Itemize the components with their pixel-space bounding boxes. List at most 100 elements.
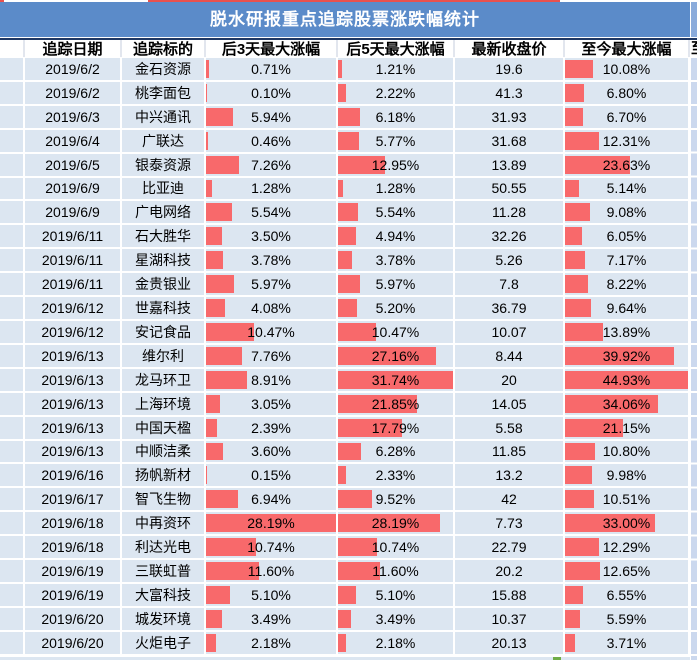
- stock-name-cell[interactable]: 星湖科技: [122, 249, 206, 272]
- stock-name-cell[interactable]: 金贵银业: [122, 273, 206, 296]
- close-price-cell[interactable]: 5.58: [455, 416, 565, 439]
- header-row-head[interactable]: [0, 40, 25, 57]
- gain-3day-cell[interactable]: 0.15%: [206, 464, 338, 487]
- close-price-cell[interactable]: 36.79: [455, 297, 565, 319]
- close-price-cell[interactable]: 11.85: [455, 440, 565, 463]
- gain-total-cell[interactable]: 6.70%: [565, 105, 690, 128]
- stock-name-cell[interactable]: 智飞生物: [122, 488, 206, 511]
- row-head-cell[interactable]: [0, 344, 25, 367]
- gain-total-cell[interactable]: 9.98%: [565, 464, 690, 487]
- stock-name-cell[interactable]: 中顺洁柔: [122, 440, 206, 463]
- close-price-cell[interactable]: 13.89: [455, 153, 565, 176]
- row-head-cell[interactable]: [0, 392, 25, 415]
- header-close[interactable]: 最新收盘价: [455, 40, 565, 57]
- gain-total-cell[interactable]: 21.15%: [565, 416, 690, 439]
- row-head-cell[interactable]: [0, 81, 25, 104]
- date-cell[interactable]: 2019/6/2: [25, 81, 122, 104]
- gain-5day-cell[interactable]: 6.18%: [338, 105, 455, 128]
- gain-5day-cell[interactable]: 3.49%: [338, 607, 455, 630]
- date-cell[interactable]: 2019/6/13: [25, 344, 122, 367]
- gain-3day-cell[interactable]: 5.97%: [206, 273, 338, 296]
- gain-3day-cell[interactable]: 5.10%: [206, 583, 338, 606]
- row-head-cell[interactable]: [0, 320, 25, 343]
- stock-name-cell[interactable]: 三联虹普: [122, 560, 206, 582]
- close-price-cell[interactable]: 11.28: [455, 201, 565, 224]
- gain-3day-cell[interactable]: 5.94%: [206, 105, 338, 128]
- row-head-cell[interactable]: [0, 225, 25, 248]
- stock-name-cell[interactable]: 城发环境: [122, 607, 206, 630]
- stock-name-cell[interactable]: 银泰资源: [122, 153, 206, 176]
- gain-3day-cell[interactable]: 5.54%: [206, 201, 338, 224]
- row-head-cell[interactable]: [0, 631, 25, 654]
- row-head-cell[interactable]: [0, 607, 25, 630]
- header-date[interactable]: 追踪日期: [25, 40, 122, 57]
- close-price-cell[interactable]: 20.2: [455, 560, 565, 582]
- gain-total-cell[interactable]: 9.64%: [565, 297, 690, 319]
- stock-name-cell[interactable]: 安记食品: [122, 320, 206, 343]
- header-gain-5day[interactable]: 后5天最大涨幅: [338, 40, 455, 57]
- stock-name-cell[interactable]: 中兴通讯: [122, 105, 206, 128]
- date-cell[interactable]: 2019/6/9: [25, 177, 122, 200]
- close-price-cell[interactable]: 10.37: [455, 607, 565, 630]
- row-head-cell[interactable]: [0, 560, 25, 582]
- date-cell[interactable]: 2019/6/18: [25, 536, 122, 559]
- date-cell[interactable]: 2019/6/13: [25, 440, 122, 463]
- gain-total-cell[interactable]: 9.08%: [565, 201, 690, 224]
- date-cell[interactable]: 2019/6/19: [25, 583, 122, 606]
- row-head-cell[interactable]: [0, 488, 25, 511]
- gain-5day-cell[interactable]: 17.79%: [338, 416, 455, 439]
- close-price-cell[interactable]: 5.26: [455, 249, 565, 272]
- gain-3day-cell[interactable]: 0.46%: [206, 129, 338, 152]
- gain-3day-cell[interactable]: 0.10%: [206, 81, 338, 104]
- stock-name-cell[interactable]: 比亚迪: [122, 177, 206, 200]
- gain-3day-cell[interactable]: 3.49%: [206, 607, 338, 630]
- gain-total-cell[interactable]: 10.08%: [565, 58, 690, 80]
- gain-3day-cell[interactable]: 3.05%: [206, 392, 338, 415]
- row-head-cell[interactable]: [0, 297, 25, 319]
- row-head-cell[interactable]: [0, 153, 25, 176]
- row-head-cell[interactable]: [0, 536, 25, 559]
- gain-5day-cell[interactable]: 1.21%: [338, 58, 455, 80]
- close-price-cell[interactable]: 50.55: [455, 177, 565, 200]
- gain-total-cell[interactable]: 3.71%: [565, 631, 690, 654]
- gain-total-cell[interactable]: 5.59%: [565, 607, 690, 630]
- gain-5day-cell[interactable]: 10.74%: [338, 536, 455, 559]
- close-price-cell[interactable]: 7.8: [455, 273, 565, 296]
- row-head-cell[interactable]: [0, 416, 25, 439]
- gain-5day-cell[interactable]: 27.16%: [338, 344, 455, 367]
- gain-3day-cell[interactable]: 11.60%: [206, 560, 338, 582]
- gain-3day-cell[interactable]: 1.28%: [206, 177, 338, 200]
- row-head-cell[interactable]: [0, 512, 25, 535]
- row-head-cell[interactable]: [0, 368, 25, 391]
- stock-name-cell[interactable]: 扬帆新材: [122, 464, 206, 487]
- close-price-cell[interactable]: 7.73: [455, 512, 565, 535]
- row-head-cell[interactable]: [0, 201, 25, 224]
- stock-name-cell[interactable]: 维尔利: [122, 344, 206, 367]
- date-cell[interactable]: 2019/6/4: [25, 129, 122, 152]
- date-cell[interactable]: 2019/6/12: [25, 297, 122, 319]
- gain-5day-cell[interactable]: 5.77%: [338, 129, 455, 152]
- gain-3day-cell[interactable]: 4.08%: [206, 297, 338, 319]
- date-cell[interactable]: 2019/6/11: [25, 249, 122, 272]
- date-cell[interactable]: 2019/6/3: [25, 105, 122, 128]
- gain-3day-cell[interactable]: 2.18%: [206, 631, 338, 654]
- stock-name-cell[interactable]: 利达光电: [122, 536, 206, 559]
- stock-name-cell[interactable]: 上海环境: [122, 392, 206, 415]
- stock-name-cell[interactable]: 金石资源: [122, 58, 206, 80]
- gain-3day-cell[interactable]: 3.60%: [206, 440, 338, 463]
- gain-total-cell[interactable]: 12.31%: [565, 129, 690, 152]
- gain-5day-cell[interactable]: 28.19%: [338, 512, 455, 535]
- stock-name-cell[interactable]: 广联达: [122, 129, 206, 152]
- gain-total-cell[interactable]: 8.22%: [565, 273, 690, 296]
- date-cell[interactable]: 2019/6/16: [25, 464, 122, 487]
- gain-5day-cell[interactable]: 31.74%: [338, 368, 455, 391]
- header-stock[interactable]: 追踪标的: [122, 40, 206, 57]
- close-price-cell[interactable]: 31.68: [455, 129, 565, 152]
- stock-name-cell[interactable]: 世嘉科技: [122, 297, 206, 319]
- stock-name-cell[interactable]: 中国天楹: [122, 416, 206, 439]
- gain-3day-cell[interactable]: 8.91%: [206, 368, 338, 391]
- gain-5day-cell[interactable]: 4.94%: [338, 225, 455, 248]
- row-head-cell[interactable]: [0, 583, 25, 606]
- date-cell[interactable]: 2019/6/11: [25, 273, 122, 296]
- gain-total-cell[interactable]: 33.00%: [565, 512, 690, 535]
